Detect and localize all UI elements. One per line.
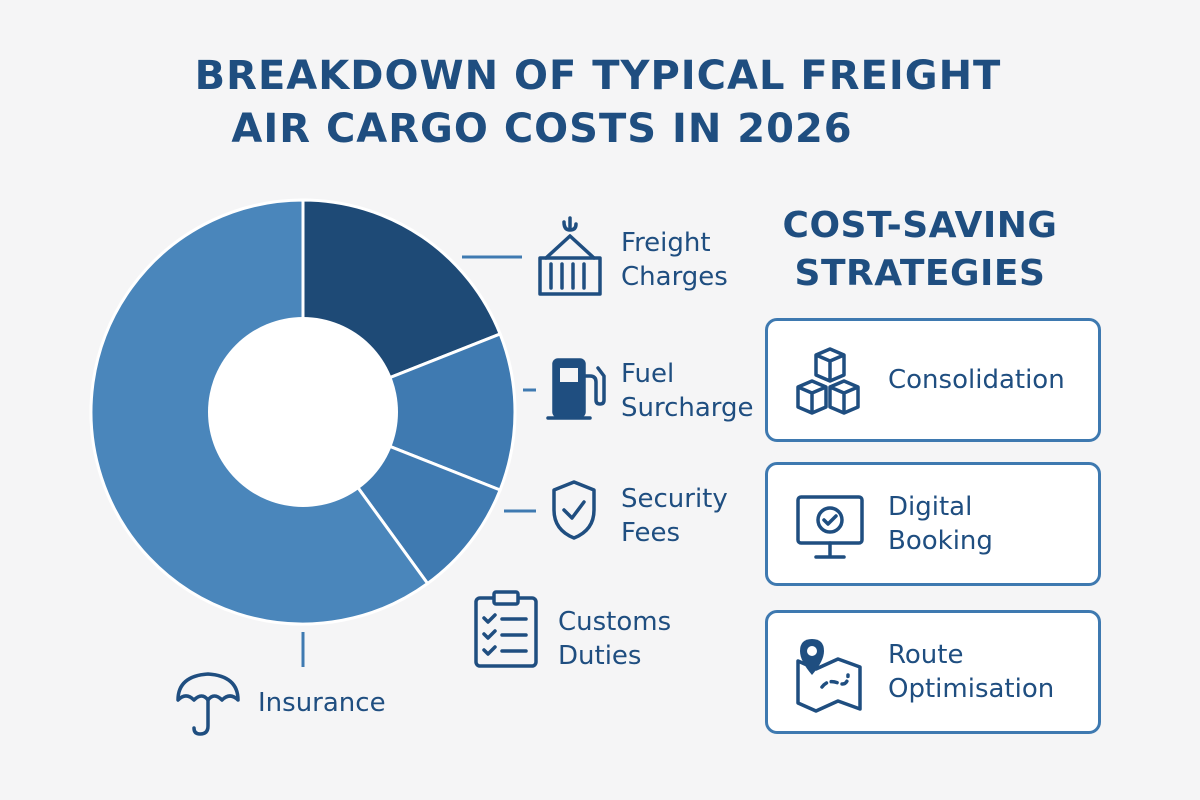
label-fuel-surcharge: Fuel Surcharge (621, 357, 754, 425)
strategy-label-route-optimisation-line2: Optimisation (888, 674, 1055, 704)
label-security-fees-line1: Security (621, 484, 728, 514)
umbrella-icon (176, 672, 240, 736)
clipboard-checklist-icon (474, 590, 538, 668)
cargo-container-icon (538, 216, 602, 296)
strategy-card-digital-booking: Digital Booking (765, 462, 1101, 586)
label-insurance: Insurance (258, 686, 386, 720)
boxes-icon (796, 347, 860, 415)
label-customs-duties-line1: Customs (558, 607, 672, 637)
label-insurance-line1: Insurance (258, 688, 386, 718)
strategy-label-digital-booking: Digital Booking (888, 465, 993, 583)
chart-title-line1: BREAKDOWN OF TYPICAL FREIGHT (194, 53, 1002, 99)
strategy-card-route-optimisation: Route Optimisation (765, 610, 1101, 734)
strategies-title-line2: STRATEGIES (794, 253, 1046, 294)
label-freight-charges-line1: Freight (621, 228, 711, 258)
label-fuel-surcharge-line2: Surcharge (621, 393, 754, 423)
shield-check-icon (552, 480, 596, 540)
label-security-fees: Security Fees (621, 482, 728, 550)
strategy-label-digital-booking-line1: Digital (888, 492, 973, 522)
label-freight-charges: Freight Charges (621, 226, 728, 294)
donut-slice-fuel-surcharge (298, 332, 517, 492)
strategy-label-consolidation: Consolidation (888, 321, 1065, 439)
strategies-title-line1: COST-SAVING (782, 205, 1058, 246)
chart-title-line2: AIR CARGO COSTS IN 2026 (231, 106, 853, 152)
label-freight-charges-line2: Charges (621, 262, 728, 292)
strategy-label-digital-booking-line2: Booking (888, 526, 993, 556)
map-route-icon (796, 639, 862, 713)
donut-hole (208, 317, 398, 507)
label-fuel-surcharge-line1: Fuel (621, 359, 675, 389)
strategy-label-route-optimisation: Route Optimisation (888, 613, 1054, 731)
monitor-check-icon (796, 495, 864, 559)
label-customs-duties-line2: Duties (558, 641, 642, 671)
strategy-label-consolidation-line1: Consolidation (888, 365, 1065, 395)
strategy-label-route-optimisation-line1: Route (888, 640, 964, 670)
label-customs-duties: Customs Duties (558, 605, 671, 673)
strategy-card-consolidation: Consolidation (765, 318, 1101, 442)
fuel-pump-icon (546, 358, 606, 420)
label-security-fees-line2: Fees (621, 518, 681, 548)
